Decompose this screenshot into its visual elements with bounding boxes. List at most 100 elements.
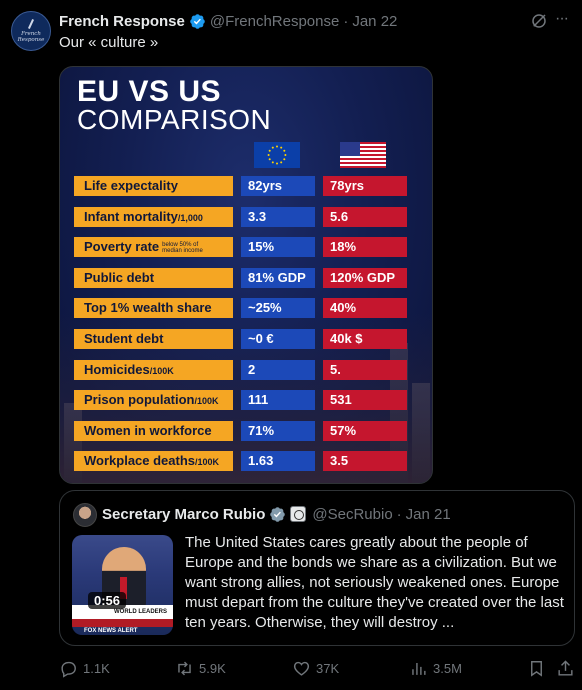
us-value: 5.6 bbox=[323, 206, 407, 227]
comparison-row: Workplace deaths/100K 1.63 3.5 bbox=[74, 451, 414, 472]
eu-value: ~25% bbox=[241, 298, 315, 319]
reply-count: 1.1K bbox=[83, 660, 110, 676]
comparison-row: Poverty rate below 50% of median income 15… bbox=[74, 237, 414, 258]
author-handle[interactable]: @FrenchResponse bbox=[209, 12, 340, 30]
metric-name: Women in workforce bbox=[84, 422, 212, 438]
metric-name: Poverty rate bbox=[84, 239, 160, 255]
eu-flag-icon bbox=[254, 142, 300, 168]
quoted-tweet-text: The United States cares greatly about th… bbox=[185, 534, 564, 631]
like-button[interactable]: 37K bbox=[292, 656, 339, 680]
quoted-author-name[interactable]: Secretary Marco Rubio bbox=[102, 505, 266, 523]
comparison-row: Public debt 81% GDP 120% GDP bbox=[74, 267, 414, 288]
metric-label: Workplace deaths/100K bbox=[74, 451, 233, 472]
us-value: 5. bbox=[323, 359, 407, 380]
speaker-tie bbox=[120, 577, 127, 599]
us-value: 18% bbox=[323, 237, 407, 258]
metric-name: Life expectality bbox=[84, 178, 178, 193]
us-value: 57% bbox=[323, 420, 407, 441]
us-value: 120% GDP bbox=[323, 267, 407, 288]
verified-badge-icon bbox=[270, 506, 286, 522]
tweet-date[interactable]: Jan 22 bbox=[352, 12, 398, 30]
metric-unit: /100K bbox=[194, 396, 219, 407]
tweet-image[interactable]: EU VS US COMPARISON Life expectality 82yr… bbox=[59, 66, 433, 484]
metric-name: Top 1% wealth share bbox=[84, 300, 212, 316]
metric-name: Workplace deaths bbox=[84, 453, 196, 469]
us-value: 40k $ bbox=[323, 329, 407, 349]
bookmark-button[interactable] bbox=[527, 656, 551, 680]
separator-dot: · bbox=[396, 505, 402, 523]
metric-unit: /1,000 bbox=[177, 212, 203, 223]
tweet-actions-bar: 1.1K 5.9K 37K 3.5M bbox=[59, 656, 575, 680]
comparison-row: Top 1% wealth share ~25% 40% bbox=[74, 298, 414, 319]
comparison-row: Prison population/100K 111 531 bbox=[74, 390, 414, 411]
views-button[interactable]: 3.5M bbox=[409, 656, 462, 680]
background-tower bbox=[412, 383, 430, 483]
metric-name: Prison population bbox=[84, 392, 195, 408]
tweet-text: Our « culture » bbox=[59, 34, 159, 51]
verified-badge-icon bbox=[190, 13, 205, 29]
view-count: 3.5M bbox=[433, 660, 462, 676]
avatar-text: French Response bbox=[17, 31, 45, 43]
eu-value: 2 bbox=[241, 359, 315, 380]
us-flag-icon bbox=[340, 142, 386, 168]
metric-label: Top 1% wealth share bbox=[74, 298, 233, 319]
like-count: 37K bbox=[316, 660, 340, 676]
metric-label: Homicides/100K bbox=[74, 359, 233, 380]
infographic-title: EU VS US bbox=[77, 75, 222, 108]
metric-name: Homicides bbox=[84, 361, 150, 377]
quoted-tweet-header: Secretary Marco Rubio @SecRubio · Jan 21 bbox=[102, 504, 451, 524]
metric-name: Infant mortality bbox=[84, 208, 178, 224]
eu-value: 71% bbox=[241, 420, 315, 441]
us-value: 78yrs bbox=[323, 176, 407, 196]
metric-label: Student debt bbox=[74, 329, 233, 349]
us-value: 40% bbox=[323, 298, 407, 319]
more-options-icon[interactable]: ··· bbox=[555, 10, 569, 27]
quoted-tweet-date[interactable]: Jan 21 bbox=[405, 505, 451, 523]
repost-button[interactable]: 5.9K bbox=[175, 656, 226, 680]
news-ticker: FOX NEWS ALERT bbox=[72, 619, 173, 634]
metric-note: below 50% of median income bbox=[162, 241, 203, 254]
eu-value: 15% bbox=[241, 237, 315, 258]
us-value: 3.5 bbox=[323, 451, 407, 472]
author-name[interactable]: French Response bbox=[59, 12, 185, 30]
heart-icon bbox=[293, 661, 310, 676]
quill-icon bbox=[27, 19, 35, 29]
reply-icon bbox=[61, 661, 76, 678]
government-seal-icon bbox=[290, 506, 307, 522]
share-button[interactable] bbox=[556, 656, 580, 680]
quoted-author-handle[interactable]: @SecRubio bbox=[312, 505, 393, 523]
author-avatar[interactable]: French Response bbox=[11, 11, 51, 51]
metric-label: Women in workforce bbox=[74, 420, 233, 441]
eu-value: 111 bbox=[241, 390, 315, 411]
eu-value: 82yrs bbox=[241, 176, 315, 196]
quoted-author-avatar[interactable] bbox=[73, 503, 97, 527]
grok-icon[interactable] bbox=[530, 12, 548, 30]
repost-count: 5.9K bbox=[199, 660, 226, 676]
metric-name: Public debt bbox=[84, 269, 155, 285]
share-icon bbox=[558, 659, 573, 676]
reply-button[interactable]: 1.1K bbox=[59, 656, 110, 680]
separator-dot: · bbox=[343, 12, 349, 30]
analytics-icon bbox=[412, 662, 426, 675]
metric-unit: /100K bbox=[149, 365, 174, 376]
comparison-row: Life expectality 82yrs 78yrs bbox=[74, 176, 414, 196]
eu-value: ~0 € bbox=[241, 329, 315, 349]
metric-label: Public debt bbox=[74, 267, 233, 288]
video-banner: WORLD LEADERS bbox=[114, 609, 167, 615]
comparison-row: Student debt ~0 € 40k $ bbox=[74, 329, 414, 349]
bookmark-icon bbox=[531, 660, 542, 677]
video-duration: 0:56 bbox=[88, 592, 127, 609]
metric-label: Infant mortality/1,000 bbox=[74, 206, 233, 227]
quoted-tweet[interactable]: Secretary Marco Rubio @SecRubio · Jan 21… bbox=[59, 490, 575, 646]
metric-label: Life expectality bbox=[74, 176, 233, 196]
metric-label: Prison population/100K bbox=[74, 390, 233, 411]
comparison-row: Women in workforce 71% 57% bbox=[74, 420, 414, 441]
infographic-subtitle: COMPARISON bbox=[77, 104, 272, 135]
eu-value: 1.63 bbox=[241, 451, 315, 472]
metric-label: Poverty rate below 50% of median income bbox=[74, 237, 233, 258]
tweet-header: French Response @FrenchResponse · Jan 22 bbox=[59, 11, 397, 31]
quoted-video-thumbnail[interactable]: WORLD LEADERS FOX NEWS ALERT 0:56 bbox=[72, 535, 173, 635]
us-value: 531 bbox=[323, 390, 407, 411]
metric-name: Student debt bbox=[84, 331, 164, 346]
comparison-row: Infant mortality/1,000 3.3 5.6 bbox=[74, 206, 414, 227]
